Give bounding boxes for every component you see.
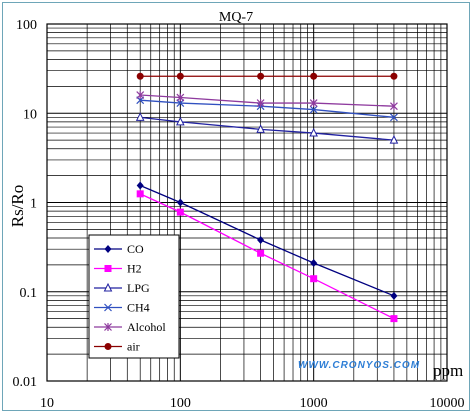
data-point-lpg [135,112,145,121]
data-point-air [310,72,318,80]
legend-marker-lpg [103,282,113,292]
data-point-alcohol [256,99,265,108]
legend-label-lpg: LPG [127,281,150,295]
tick-label-layer: 10 100 1000 10000 100 10 1 0.1 0.01 [13,18,465,411]
y-tick-label: 0.1 [20,286,38,301]
data-point-alcohol [309,99,318,108]
legend-marker-air [104,343,112,350]
watermark-text: WWW.CRONYOS.COM [298,360,420,371]
x-tick-label: 10000 [430,396,465,411]
data-point-h2 [176,208,184,216]
legend-label-ch4: CH4 [127,301,150,315]
data-point-co [136,181,144,190]
data-point-air [390,72,398,80]
data-point-ch4 [390,113,398,122]
data-point-h2 [310,275,318,283]
data-point-alcohol [136,91,145,100]
x-tick-label: 10 [40,396,54,411]
legend-label-alcohol: Alcohol [127,320,166,334]
data-point-co [176,198,184,207]
series-line-lpg [140,116,394,141]
y-tick-label: 10 [23,107,37,122]
plot-border [46,23,448,382]
legend-box [88,234,180,359]
data-point-h2 [390,315,398,323]
legend-label-air: air [127,340,140,354]
data-point-air [257,72,265,80]
data-point-co [310,258,318,267]
data-point-ch4 [176,99,185,108]
data-point-lpg [389,134,399,144]
data-point-air [136,72,144,80]
data-point-co [257,236,265,245]
y-tick-label: 100 [16,18,37,33]
legend-marker-co [104,245,112,253]
data-point-h2 [136,190,144,198]
x-tick-label: 1000 [300,396,328,411]
series-layer [135,72,399,323]
data-point-lpg [256,124,265,133]
legend-label-co: CO [127,242,144,256]
chart-title: MQ-7 [219,10,253,25]
legend-marker-h2 [104,265,112,272]
data-point-h2 [257,249,265,257]
data-point-ch4 [309,105,318,114]
legend-marker-ch4 [104,303,112,312]
legend: CO H2 LPG CH4 Alcohol air [88,234,180,359]
x-tick-label: 100 [170,396,191,411]
y-tick-label: 0.01 [13,375,38,390]
legend-marker-alcohol [104,323,112,331]
legend-label-h2: H2 [127,262,142,276]
chart-frame [2,2,470,411]
data-point-co [390,291,398,300]
x-axis-title: ppm [433,361,463,380]
data-point-lpg [176,116,185,126]
data-point-air [176,72,184,80]
y-tick-label: 1 [30,197,37,212]
data-point-alcohol [390,102,398,111]
data-point-alcohol [176,93,185,102]
data-point-lpg [309,127,318,137]
y-axis-title: Rs/Ro [8,185,27,228]
